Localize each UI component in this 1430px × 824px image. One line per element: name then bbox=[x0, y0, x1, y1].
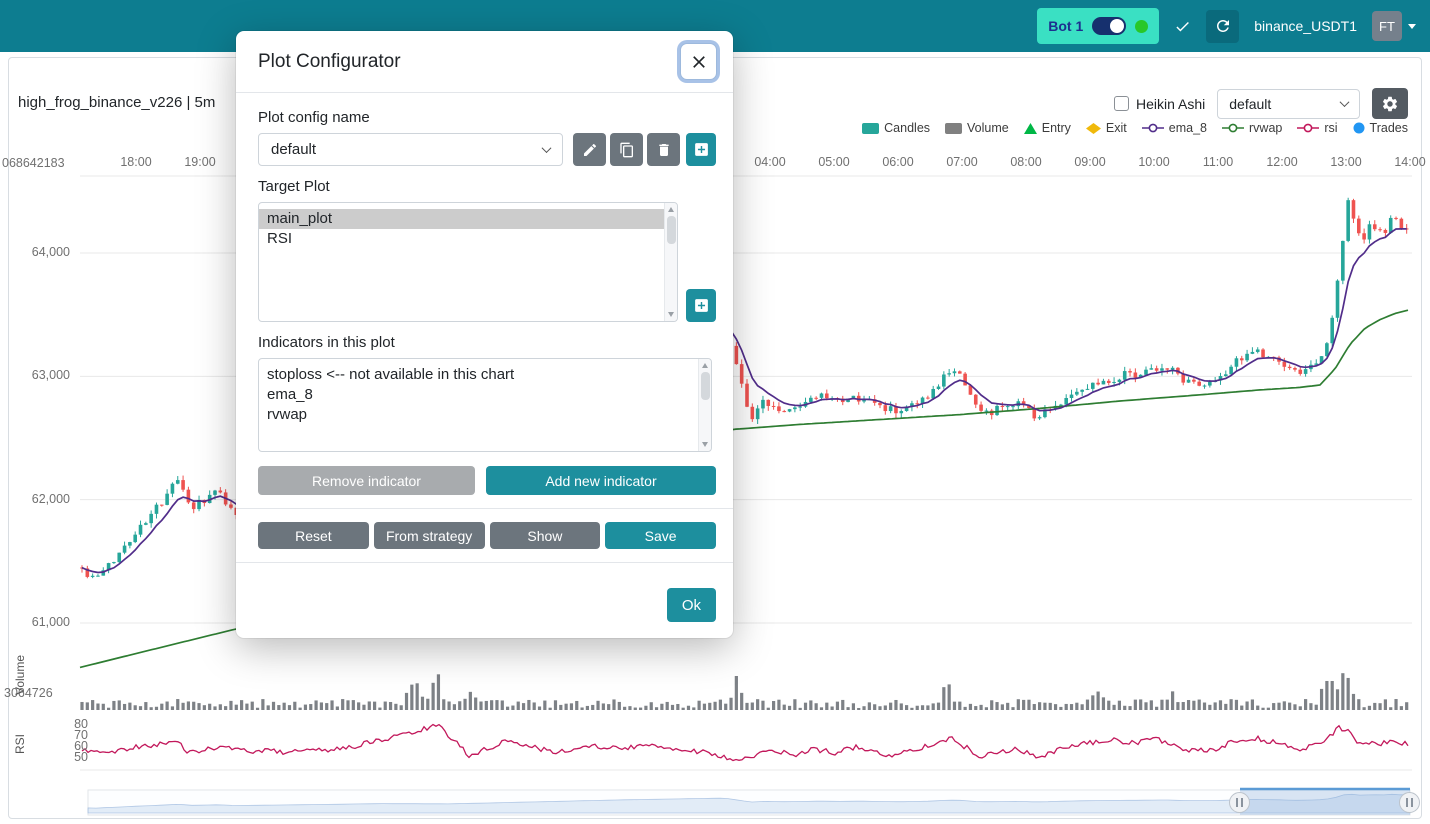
heikin-ashi-label: Heikin Ashi bbox=[1136, 95, 1206, 112]
ok-button[interactable]: Ok bbox=[666, 588, 716, 622]
add-indicator-button[interactable]: Add new indicator bbox=[486, 466, 716, 495]
copy-icon bbox=[619, 142, 635, 158]
check-icon bbox=[1174, 18, 1191, 35]
datazoom-right-handle[interactable] bbox=[1399, 792, 1420, 813]
chart-settings-button[interactable] bbox=[1372, 88, 1409, 119]
chevron-down-icon bbox=[1339, 97, 1350, 108]
rsi-mark-icon bbox=[1297, 122, 1320, 134]
remove-indicator-button[interactable]: Remove indicator bbox=[258, 466, 475, 495]
duplicate-config-button[interactable] bbox=[610, 133, 643, 166]
plot-config-name-value: default bbox=[271, 141, 317, 158]
from-strategy-button[interactable]: From strategy bbox=[373, 522, 485, 549]
reset-button[interactable]: Reset bbox=[258, 522, 369, 549]
modal-title: Plot Configurator bbox=[258, 50, 401, 72]
volume-mark-icon bbox=[945, 122, 963, 134]
legend-item-volume[interactable]: Volume bbox=[945, 121, 1009, 135]
ema_8-mark-icon bbox=[1141, 122, 1164, 134]
avatar: FT bbox=[1372, 11, 1402, 41]
candles-mark-icon bbox=[862, 122, 880, 134]
legend-item-rvwap[interactable]: rvwap bbox=[1222, 121, 1282, 135]
target-plot-list[interactable]: main_plot RSI bbox=[258, 202, 679, 322]
trash-icon bbox=[656, 142, 672, 158]
scrollbar[interactable] bbox=[664, 203, 678, 321]
refresh-icon bbox=[1214, 17, 1232, 35]
bot-selector-button[interactable]: Bot 1 bbox=[1037, 8, 1160, 44]
close-icon bbox=[689, 52, 709, 72]
plus-box-icon bbox=[693, 297, 710, 314]
indicators-in-plot-label: Indicators in this plot bbox=[258, 334, 395, 351]
heikin-ashi-checkbox[interactable]: Heikin Ashi bbox=[1114, 96, 1205, 112]
indicator-item[interactable]: rvwap bbox=[267, 406, 308, 423]
chart-legend: Candles Volume Entry Exit ema_8 rvwap rsi Trade… bbox=[862, 121, 1408, 135]
plus-box-icon bbox=[693, 141, 710, 158]
divider bbox=[236, 508, 733, 509]
target-plot-item[interactable]: RSI bbox=[267, 230, 293, 247]
instance-name: binance_USDT1 bbox=[1254, 18, 1357, 34]
bot-online-dot bbox=[1135, 19, 1149, 33]
caret-down-icon bbox=[1408, 23, 1416, 29]
plot-configurator-modal: Plot Configurator Plot config name defau… bbox=[236, 31, 733, 638]
legend-item-candles[interactable]: Candles bbox=[862, 121, 930, 135]
indicator-item[interactable]: stoploss <-- not available in this chart bbox=[267, 366, 515, 383]
indicators-list[interactable]: stoploss <-- not available in this chart… bbox=[258, 358, 712, 452]
indicator-item[interactable]: ema_8 bbox=[267, 386, 313, 403]
datazoom-left-handle[interactable] bbox=[1229, 792, 1250, 813]
save-button[interactable]: Save bbox=[605, 522, 716, 549]
rename-config-button[interactable] bbox=[573, 133, 606, 166]
legend-item-exit[interactable]: Exit bbox=[1085, 121, 1127, 135]
exit-mark-icon bbox=[1085, 122, 1101, 134]
plot-config-dropdown-value: default bbox=[1229, 95, 1272, 112]
entry-mark-icon bbox=[1023, 122, 1037, 134]
checkbox-icon bbox=[1114, 96, 1129, 111]
rvwap-mark-icon bbox=[1222, 122, 1244, 134]
user-menu[interactable]: FT bbox=[1372, 11, 1416, 41]
pencil-icon bbox=[582, 142, 598, 158]
gear-icon bbox=[1381, 95, 1399, 113]
target-plot-item[interactable]: main_plot bbox=[259, 209, 665, 229]
modal-close-button[interactable] bbox=[680, 43, 717, 80]
bot-name-label: Bot 1 bbox=[1048, 18, 1084, 34]
bot-toggle[interactable] bbox=[1092, 17, 1127, 35]
legend-item-rsi[interactable]: rsi bbox=[1297, 121, 1338, 135]
scrollbar[interactable] bbox=[698, 359, 711, 451]
legend-item-ema_8[interactable]: ema_8 bbox=[1141, 121, 1207, 135]
target-plot-label: Target Plot bbox=[258, 178, 330, 195]
add-config-button[interactable] bbox=[686, 133, 716, 166]
plot-config-dropdown[interactable]: default bbox=[1217, 88, 1361, 119]
plot-config-name-label: Plot config name bbox=[258, 109, 370, 126]
delete-config-button[interactable] bbox=[647, 133, 680, 166]
chevron-down-icon bbox=[541, 143, 552, 154]
trades-mark-icon bbox=[1353, 122, 1365, 134]
plot-config-name-select[interactable]: default bbox=[258, 133, 563, 166]
legend-item-entry[interactable]: Entry bbox=[1023, 121, 1071, 135]
refresh-button[interactable] bbox=[1206, 9, 1240, 43]
divider bbox=[236, 562, 733, 563]
add-plot-button[interactable] bbox=[686, 289, 716, 322]
show-button[interactable]: Show bbox=[489, 522, 601, 549]
legend-item-trades[interactable]: Trades bbox=[1353, 121, 1408, 135]
